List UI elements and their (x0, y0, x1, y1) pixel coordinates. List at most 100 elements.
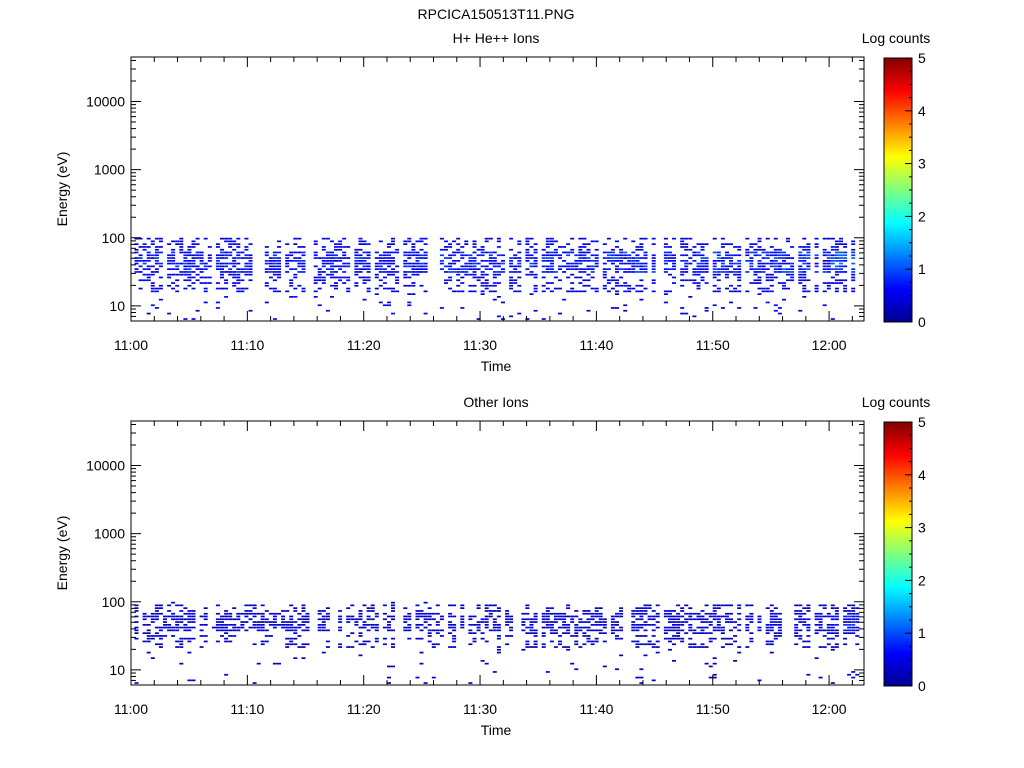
spectrogram-cell (553, 248, 558, 251)
spectrogram-cell (468, 262, 473, 265)
spectrogram-cell (158, 237, 163, 240)
spectrogram-cell (688, 615, 693, 618)
spectrogram-cell (354, 248, 359, 251)
spectrogram-cell (782, 298, 786, 301)
spectrogram-cell (602, 287, 607, 290)
spectrogram-cell (566, 629, 571, 632)
spectrogram-cell (822, 254, 827, 257)
spectrogram-cell (635, 676, 640, 679)
spectrogram-cell (692, 629, 697, 632)
spectrogram-cell (411, 268, 416, 270)
spectrogram-cell (460, 265, 465, 268)
spectrogram-cell (203, 615, 208, 618)
spectrogram-cell (403, 273, 408, 276)
spectrogram-cell (619, 607, 624, 609)
spectrogram-cell (171, 273, 176, 276)
spectrogram-cell (700, 268, 705, 270)
spectrogram-cell (492, 290, 497, 293)
spectrogram-cell (362, 621, 367, 623)
x-tick-label: 11:10 (230, 701, 264, 717)
spectrogram-cell (325, 260, 330, 262)
spectrogram-cell (610, 307, 615, 309)
spectrogram-cell (663, 612, 668, 615)
spectrogram-cell (134, 257, 139, 259)
spectrogram-cell (834, 646, 839, 648)
panel-title: Other Ions (463, 394, 528, 410)
spectrogram-cell (244, 615, 249, 618)
spectrogram-cell (248, 271, 253, 273)
spectrogram-cell (716, 621, 721, 623)
spectrogram-cell (651, 265, 656, 268)
spectrogram-cell (358, 610, 363, 612)
spectrogram-cell (272, 260, 277, 262)
spectrogram-cell (338, 276, 343, 279)
spectrogram-cell (533, 276, 538, 279)
spectrogram-cell (615, 282, 619, 284)
spectrogram-cell (668, 246, 672, 248)
spectrogram-cell (769, 618, 774, 621)
spectrogram-cell (541, 632, 546, 634)
spectrogram-cell (154, 271, 159, 273)
spectrogram-cell (769, 251, 774, 254)
spectrogram-cell (834, 287, 839, 290)
spectrogram-cell (175, 626, 180, 629)
spectrogram-cell (281, 624, 286, 626)
spectrogram-cell (700, 276, 705, 279)
spectrogram-cell (293, 251, 298, 254)
spectrogram-cell (692, 646, 697, 648)
spectrogram-cell (391, 312, 395, 315)
spectrogram-cell (342, 254, 347, 257)
spectrogram-cell (786, 262, 790, 265)
spectrogram-cell (472, 273, 477, 276)
spectrogram-cell (142, 273, 147, 276)
spectrogram-cell (521, 629, 526, 632)
spectrogram-cell (342, 257, 347, 259)
spectrogram-cell (484, 610, 489, 612)
spectrogram-cell (142, 246, 147, 248)
spectrogram-cell (297, 624, 302, 626)
spectrogram-cell (207, 254, 212, 257)
spectrogram-cell (663, 626, 668, 629)
spectrogram-cell (688, 262, 693, 265)
spectrogram-cell (684, 312, 689, 315)
spectrogram-cell (700, 279, 705, 282)
spectrogram-cell (692, 251, 697, 254)
spectrogram-cell (313, 276, 318, 279)
spectrogram-cell (594, 640, 599, 643)
spectrogram-cell (586, 284, 591, 287)
spectrogram-cell (627, 268, 632, 270)
spectrogram-cell (737, 307, 742, 309)
spectrogram-cell (301, 604, 306, 607)
spectrogram-cell (236, 626, 241, 629)
spectrogram-cell (619, 262, 624, 265)
spectrogram-cell (712, 615, 717, 618)
spectrogram-cell (570, 248, 575, 251)
spectrogram-cell (358, 635, 363, 637)
spectrogram-cell (142, 262, 147, 265)
spectrogram-cell (586, 260, 591, 262)
spectrogram-cell (496, 637, 501, 640)
spectrogram-cell (427, 624, 432, 626)
spectrogram-cell (814, 657, 819, 659)
spectrogram-cell (627, 287, 632, 290)
spectrogram-cell (668, 290, 672, 293)
spectrogram-cell (647, 615, 652, 618)
spectrogram-cell (358, 632, 363, 634)
spectrogram-cell (317, 273, 322, 276)
spectrogram-cell (627, 271, 632, 273)
spectrogram-cell (623, 290, 628, 293)
spectrogram-cell (777, 282, 782, 284)
spectrogram-cell (179, 237, 184, 240)
spectrogram-cell (480, 293, 485, 295)
spectrogram-cell (545, 271, 550, 273)
spectrogram-cell (492, 621, 497, 623)
spectrogram-cell (806, 279, 811, 282)
spectrogram-cell (203, 237, 208, 240)
spectrogram-cell (236, 276, 241, 279)
spectrogram-cell (541, 635, 546, 637)
spectrogram-cell (179, 271, 184, 273)
spectrogram-cell (272, 268, 277, 270)
spectrogram-cell (215, 618, 220, 621)
spectrogram-cell (692, 643, 697, 646)
spectrogram-cell (851, 621, 856, 623)
